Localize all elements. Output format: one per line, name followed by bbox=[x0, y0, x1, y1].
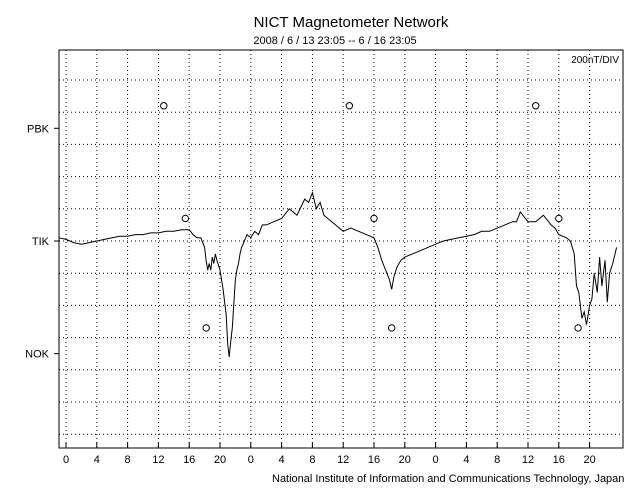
x-tick-label: 8 bbox=[125, 454, 131, 466]
chart-subtitle: 2008 / 6 / 13 23:05 -- 6 / 16 23:05 bbox=[253, 35, 416, 47]
credit-text: National Institute of Information and Co… bbox=[272, 473, 624, 485]
grid-lines bbox=[59, 50, 623, 448]
station-label-nok: NOK bbox=[25, 349, 50, 361]
circle-marker bbox=[388, 324, 396, 332]
x-tick-label: 20 bbox=[399, 454, 411, 466]
chart-title: NICT Magnetometer Network bbox=[254, 14, 449, 31]
x-tick-label: 16 bbox=[183, 454, 195, 466]
circle-marker bbox=[160, 102, 168, 110]
x-tick-label: 0 bbox=[248, 454, 254, 466]
data-series-line bbox=[58, 191, 618, 357]
x-tick-label: 4 bbox=[94, 454, 100, 466]
x-tick-label: 20 bbox=[214, 454, 226, 466]
plot-frame bbox=[58, 49, 624, 449]
circle-marker bbox=[345, 102, 354, 110]
x-axis-ticks: 0 4 8 12 16 20 0 4 8 12 16 20 0 4 8 12 16 20 bbox=[63, 442, 596, 466]
station-label-pbk: PBK bbox=[27, 123, 50, 135]
circle-marker bbox=[555, 214, 563, 223]
x-tick-label: 8 bbox=[494, 454, 500, 466]
circle-marker bbox=[370, 214, 378, 223]
x-tick-label: 12 bbox=[522, 454, 534, 466]
circle-marker bbox=[574, 324, 582, 332]
x-tick-label: 20 bbox=[583, 454, 595, 466]
x-tick-label: 4 bbox=[279, 454, 285, 466]
scale-label: 200nT/DIV bbox=[571, 55, 619, 66]
station-label-tik: TIK bbox=[32, 236, 50, 248]
x-tick-label: 0 bbox=[433, 454, 439, 466]
x-tick-label: 12 bbox=[152, 454, 164, 466]
circle-marker bbox=[532, 102, 540, 110]
x-tick-label: 12 bbox=[337, 454, 349, 466]
x-tick-label: 16 bbox=[553, 454, 565, 466]
circle-marker bbox=[202, 324, 210, 332]
circle-markers bbox=[160, 102, 582, 332]
station-labels: PBK TIK NOK bbox=[25, 123, 59, 361]
x-tick-label: 0 bbox=[63, 454, 69, 466]
x-tick-label: 16 bbox=[368, 454, 380, 466]
x-tick-label: 8 bbox=[309, 454, 315, 466]
x-tick-label: 4 bbox=[463, 454, 469, 466]
circle-marker bbox=[181, 214, 190, 223]
